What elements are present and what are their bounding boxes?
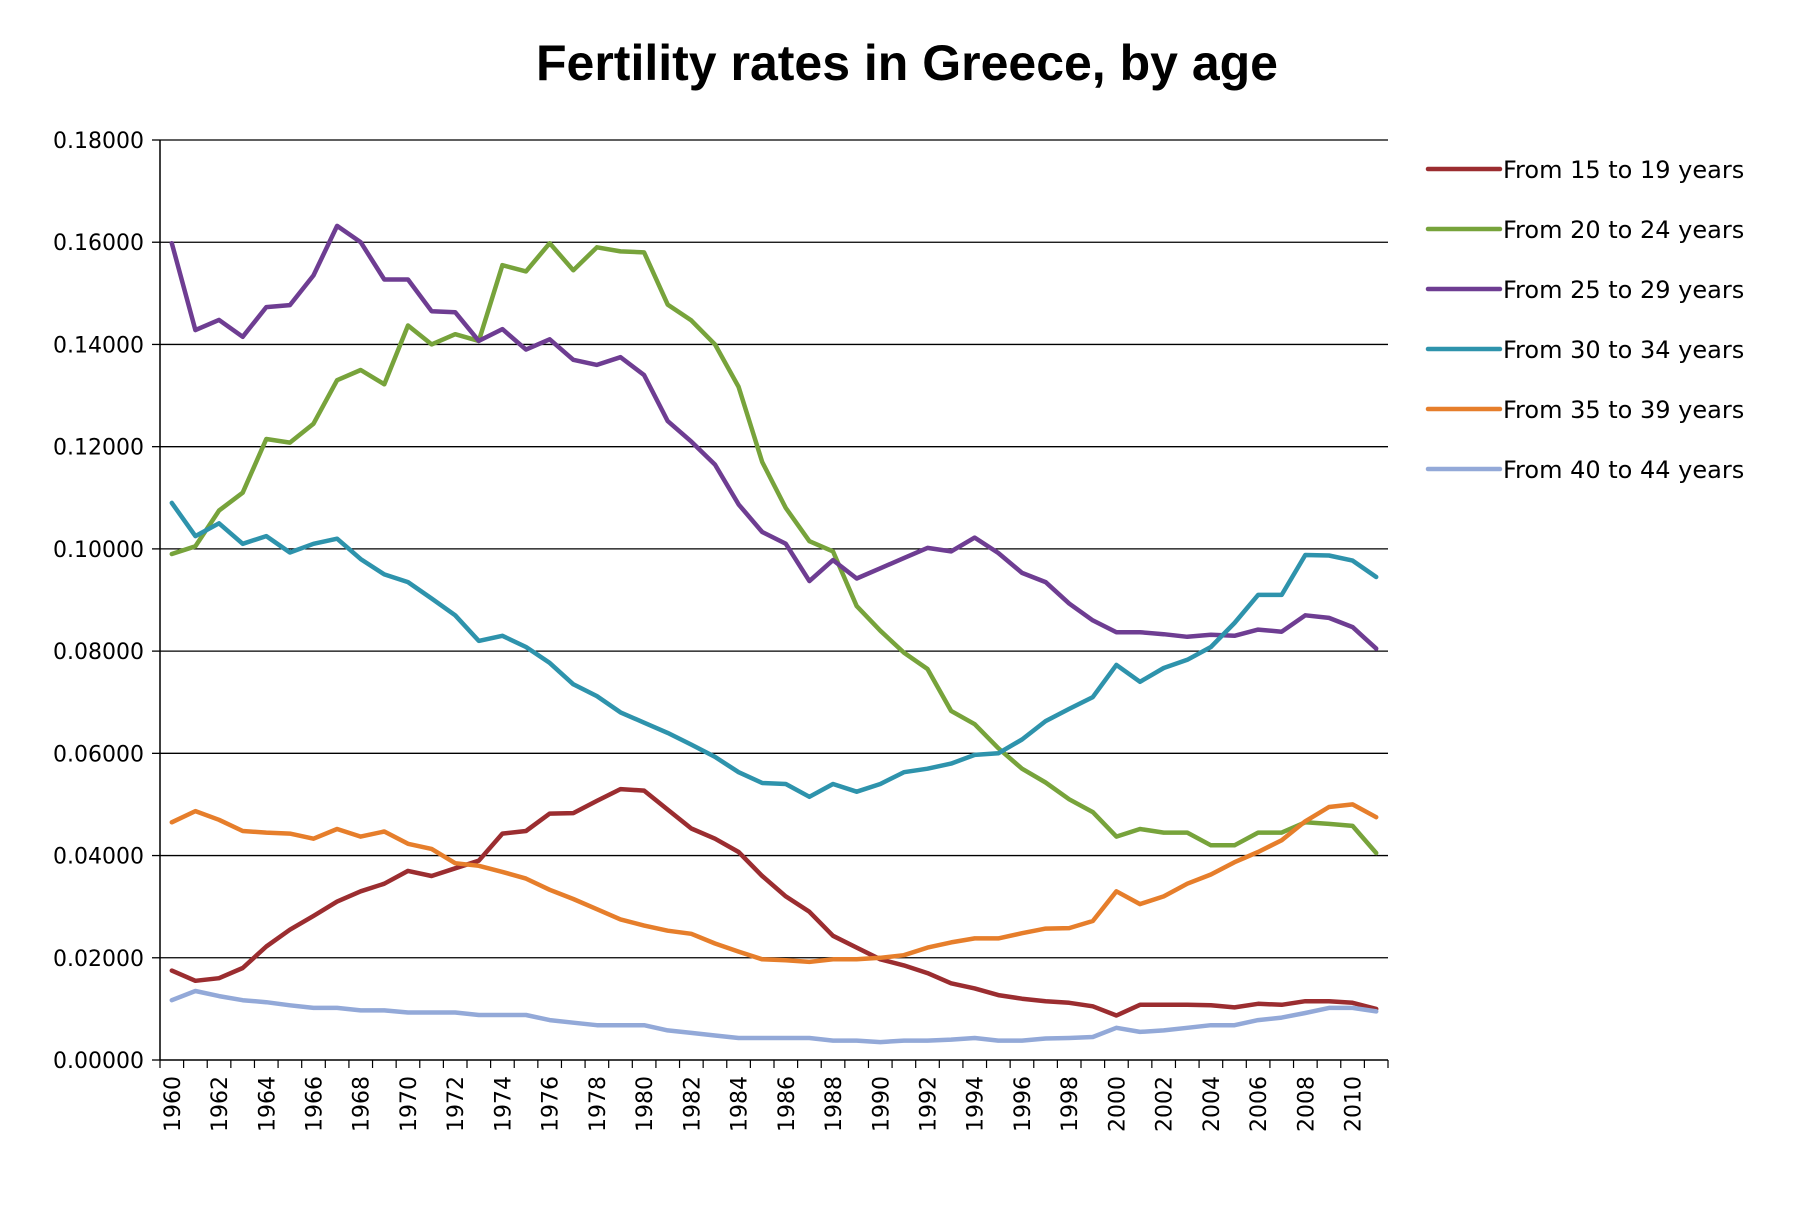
x-tick-label: 1976 <box>539 1076 564 1132</box>
series-line-5 <box>169 802 1379 965</box>
x-tick-label: 1964 <box>255 1076 280 1132</box>
y-tick-label: 0.02000 <box>53 947 144 972</box>
legend-label: From 20 to 24 years <box>1503 216 1744 244</box>
x-tick-label: 1966 <box>303 1076 328 1132</box>
axis-layer: 0.00000 0.02000 0.04000 0.06000 0.08000 0.100… <box>53 129 1389 1132</box>
grid-layer <box>160 139 1388 959</box>
y-tick-label: 0.06000 <box>53 742 144 767</box>
series-line-1 <box>169 786 1379 1018</box>
chart-title: Fertility rates in Greece, by age <box>536 35 1278 91</box>
x-tick-label: 1982 <box>680 1076 705 1132</box>
series-line-2 <box>169 240 1379 856</box>
x-tick-label: 1998 <box>1058 1076 1083 1132</box>
series-line-6 <box>169 988 1379 1045</box>
legend-label: From 15 to 19 years <box>1503 156 1744 184</box>
x-tick-label: 1980 <box>633 1076 658 1132</box>
legend-label: From 30 to 34 years <box>1503 336 1744 364</box>
y-tick-label: 0.18000 <box>53 129 144 154</box>
x-tick-label: 1968 <box>350 1076 375 1132</box>
y-tick-label: 0.16000 <box>53 231 144 256</box>
x-tick-label: 1994 <box>964 1076 989 1132</box>
x-tick-label: 1992 <box>917 1076 942 1132</box>
x-tick-label: 1974 <box>491 1076 516 1132</box>
y-tick-label: 0.12000 <box>53 436 144 461</box>
x-tick-label: 1978 <box>586 1076 611 1132</box>
x-tick-label: 1960 <box>161 1076 186 1132</box>
y-tick-label: 0.10000 <box>53 538 144 563</box>
legend: From 15 to 19 years From 20 to 24 years Fr… <box>1425 156 1744 484</box>
y-tick-label: 0.04000 <box>53 845 144 870</box>
x-tick-label: 1990 <box>869 1076 894 1132</box>
x-tick-label: 2008 <box>1294 1076 1319 1132</box>
x-tick-label: 1986 <box>775 1076 800 1132</box>
series-layer <box>169 223 1379 1045</box>
x-tick-label: 1962 <box>208 1076 233 1132</box>
x-tick-label: 2010 <box>1342 1076 1367 1132</box>
y-tick-label: 0.00000 <box>53 1049 144 1074</box>
x-tick-label: 1984 <box>728 1076 753 1132</box>
series-line-4 <box>169 500 1379 800</box>
y-tick-label: 0.08000 <box>53 640 144 665</box>
x-tick-label: 1970 <box>397 1076 422 1132</box>
legend-label: From 25 to 29 years <box>1503 276 1744 304</box>
series-line-3 <box>169 223 1379 651</box>
x-tick-label: 1972 <box>444 1076 469 1132</box>
y-tick-label: 0.14000 <box>53 333 144 358</box>
x-tick-label: 2002 <box>1153 1076 1178 1132</box>
legend-label: From 35 to 39 years <box>1503 396 1744 424</box>
x-tick-label: 2004 <box>1200 1076 1225 1132</box>
x-tick-label: 1996 <box>1011 1076 1036 1132</box>
legend-label: From 40 to 44 years <box>1503 456 1744 484</box>
x-tick-label: 1988 <box>822 1076 847 1132</box>
x-tick-label: 2006 <box>1247 1076 1272 1132</box>
x-tick-label: 2000 <box>1105 1076 1130 1132</box>
